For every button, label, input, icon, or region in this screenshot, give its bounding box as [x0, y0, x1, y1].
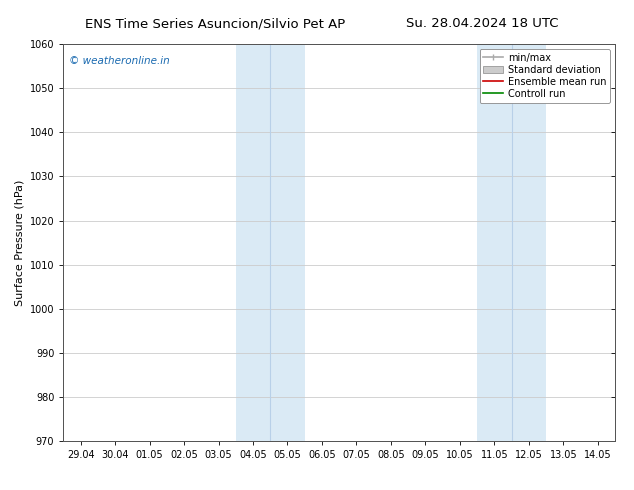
Text: © weatheronline.in: © weatheronline.in — [69, 56, 170, 66]
Bar — [236, 44, 305, 441]
Text: ENS Time Series Asuncion/Silvio Pet AP: ENS Time Series Asuncion/Silvio Pet AP — [86, 17, 346, 30]
Bar — [477, 44, 546, 441]
Legend: min/max, Standard deviation, Ensemble mean run, Controll run: min/max, Standard deviation, Ensemble me… — [479, 49, 610, 102]
Y-axis label: Surface Pressure (hPa): Surface Pressure (hPa) — [14, 179, 24, 306]
Text: Su. 28.04.2024 18 UTC: Su. 28.04.2024 18 UTC — [406, 17, 558, 30]
